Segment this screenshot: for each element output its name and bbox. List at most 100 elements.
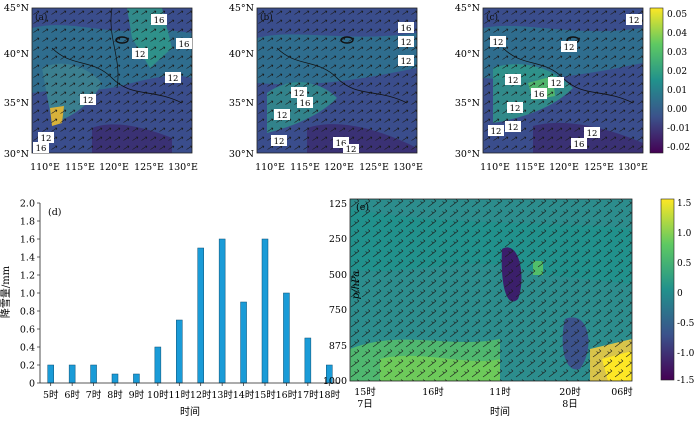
bar — [111, 373, 119, 384]
contour-label-box — [490, 36, 506, 47]
panel-label-d: (d) — [48, 207, 62, 218]
contour-label-box — [507, 102, 523, 113]
contour-label: 16 — [401, 24, 412, 34]
contour-label: 12 — [41, 134, 52, 144]
time-tick: 15时 — [354, 386, 376, 398]
contour-label: 12 — [629, 16, 640, 26]
contour-label-box — [398, 36, 414, 47]
pressure-tick: 875 — [329, 341, 347, 352]
contour-label: 16 — [336, 139, 347, 149]
lat-tick: 45°N — [4, 3, 29, 14]
contour-label: 16 — [534, 90, 545, 100]
x-tick-label: 15时 — [254, 389, 276, 401]
time-tick: 20时 — [559, 386, 581, 398]
lat-tick: 40°N — [4, 49, 29, 60]
lon-tick: 125°E — [134, 162, 164, 173]
y-tick-label: 0.8 — [20, 307, 35, 318]
y-tick-label: 0 — [29, 379, 35, 390]
bar-chart: 0 0.2 0.4 0.6 0.8 1.0 1.2 1.4 1.6 1.8 2.0 5时 6时 7时 8时… — [0, 199, 341, 419]
bar — [261, 238, 269, 384]
bar — [154, 346, 162, 384]
y-tick-label: 1.6 — [20, 235, 35, 246]
bar-layer — [47, 238, 333, 384]
lat-tick: 30°N — [455, 149, 480, 160]
colorbar-tick: -1.5 — [677, 376, 695, 386]
contour-label-box — [38, 132, 54, 143]
y-tick-label: 2.0 — [20, 199, 35, 210]
bar — [176, 319, 183, 384]
colorbar-tick: -0.5 — [677, 319, 695, 329]
contour-label-box — [33, 142, 49, 153]
contour-label: 12 — [587, 129, 598, 139]
ytick-layer: 0 0.2 0.4 0.6 0.8 1.0 1.2 1.4 1.6 1.8 2.0 — [20, 199, 40, 390]
contour-label: 12 — [168, 74, 179, 84]
x-tick-label: 16时 — [276, 389, 298, 401]
colorbar-tick: -0.01 — [667, 124, 690, 134]
section-colorbar: 1.5 1.0 0.5 0 -0.5 -1.0 -1.5 — [660, 198, 695, 386]
contour-label: 12 — [564, 43, 575, 53]
y-tick-label: 1.0 — [20, 289, 35, 300]
x-tick-label: 14时 — [233, 389, 255, 401]
panel-label-a: (a) — [35, 12, 47, 23]
lat-tick: 40°N — [229, 49, 254, 60]
contour-label-box — [584, 127, 600, 138]
contour-label-box — [165, 72, 181, 83]
contour-label: 12 — [346, 145, 357, 155]
map-panel-b: (b) 16 12 12 12 16 12 12 16 12 — [256, 7, 418, 155]
contour-label: 12 — [510, 104, 521, 114]
y-tick-label: 1.4 — [20, 253, 35, 264]
x-tick-label: 13时 — [211, 389, 233, 401]
bar — [240, 301, 247, 384]
x-tick-label: 8时 — [107, 389, 123, 401]
contour-label-box — [80, 94, 96, 105]
bar — [304, 337, 312, 384]
contour-label-box — [297, 97, 313, 108]
x-tick-label: 7时 — [86, 389, 102, 401]
bar — [283, 292, 290, 384]
colorbar-tick: 1.5 — [677, 199, 692, 209]
contour-label: 16 — [154, 16, 165, 26]
colorbar-tick: 0.00 — [667, 105, 687, 115]
contour-label: 12 — [491, 127, 502, 137]
time-tick-date: 8日 — [562, 399, 578, 410]
contour-label-box — [561, 41, 577, 52]
lon-tick: 125°E — [584, 162, 614, 173]
contour-label-box — [132, 48, 148, 59]
pressure-tick: 500 — [329, 270, 347, 281]
contour-label: 12 — [551, 79, 562, 89]
y-tick-label: 0.2 — [20, 361, 35, 372]
contour-label: 12 — [83, 96, 94, 106]
contour-label: 12 — [294, 89, 305, 99]
x-tick-label: 11时 — [168, 389, 190, 401]
contour-label-box — [151, 14, 167, 25]
lat-tick: 30°N — [229, 149, 254, 160]
lat-tick: 30°N — [4, 149, 29, 160]
contour-label-box — [398, 55, 414, 66]
contour-label-box — [571, 138, 587, 149]
contour-label: 12 — [277, 111, 288, 121]
y-axis-label: 降雪量/mm — [0, 265, 12, 318]
contour-label-box — [176, 38, 192, 49]
x-tick-label: 12时 — [190, 389, 212, 401]
contour-label: 12 — [508, 76, 519, 86]
lon-tick: 130°E — [393, 162, 423, 173]
bar — [218, 238, 226, 384]
contour-label-box — [291, 87, 307, 98]
time-tick-date: 7日 — [357, 399, 373, 410]
lat-tick: 40°N — [455, 49, 480, 60]
contour-label-box — [548, 77, 564, 88]
x-tick-label: 17时 — [297, 389, 319, 401]
xtick-layer: 5时 6时 7时 8时 9时 10时 11时 12时 13时 14时 15时 16时 17时 18时 — [43, 383, 341, 401]
contour-label-box — [271, 135, 287, 146]
pressure-tick: 1000 — [323, 376, 347, 387]
y-tick-label: 1.8 — [20, 217, 35, 228]
contour-label: 16 — [36, 144, 47, 154]
lon-tick: 120°E — [549, 162, 579, 173]
time-tick: 11时 — [489, 386, 511, 398]
lon-tick: 130°E — [168, 162, 198, 173]
colorbar-tick: 1.0 — [677, 229, 692, 239]
lon-tick: 110°E — [480, 162, 510, 173]
bar — [68, 364, 76, 384]
contour-label-box — [333, 137, 349, 148]
